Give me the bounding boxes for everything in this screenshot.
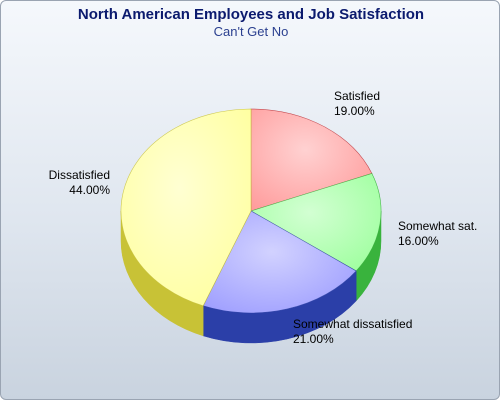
pie-slice-shine-dissatisfied — [120, 109, 251, 306]
slice-value-dissatisfied: 44.00% — [69, 183, 110, 197]
slice-label-satisfied: Satisfied — [334, 89, 380, 103]
pie-slice-shine-somewhat-sat — [251, 173, 382, 271]
slice-value-satisfied: 19.00% — [334, 104, 375, 118]
pie-slice-shine-satisfied — [251, 109, 372, 211]
slice-label-somewhat-sat: Somewhat sat. — [398, 219, 477, 233]
slice-value-somewhat-dissatisfied: 21.00% — [293, 332, 334, 346]
slice-label-somewhat-dissatisfied: Somewhat dissatisfied — [293, 317, 412, 331]
chart-title: North American Employees and Job Satisfa… — [77, 6, 425, 23]
slice-label-dissatisfied: Dissatisfied — [49, 168, 110, 182]
pie-slice-shine-somewhat-dissatisfied — [203, 211, 357, 313]
chart-subtitle: Can't Get No — [213, 24, 289, 39]
slice-value-somewhat-sat: 16.00% — [398, 234, 439, 248]
